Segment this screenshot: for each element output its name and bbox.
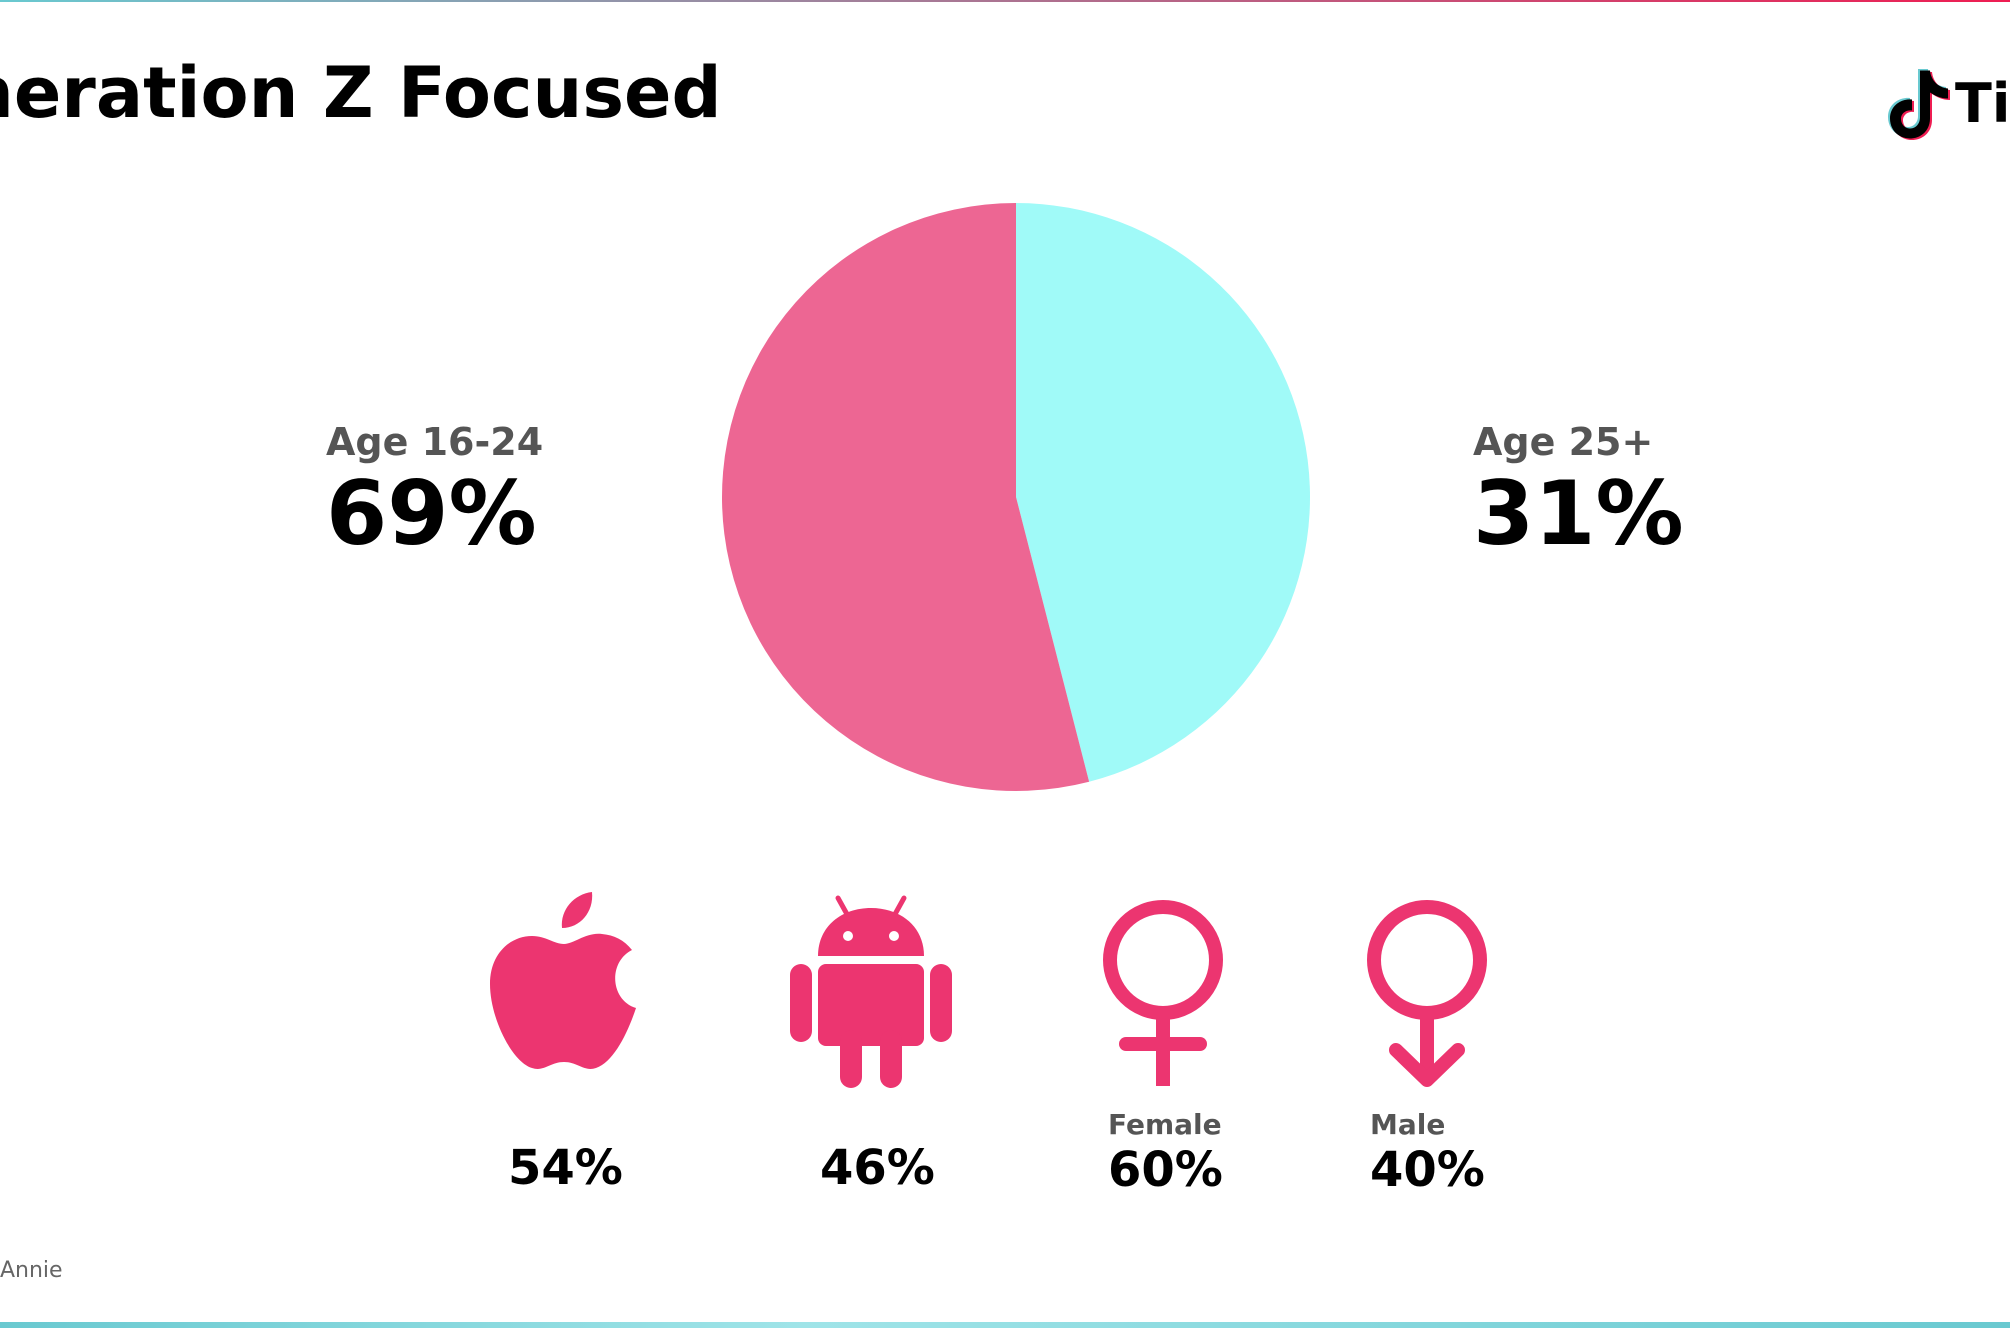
logo-wordmark: Tik — [1955, 72, 2010, 135]
age-16-24-label: Age 16-24 — [326, 420, 544, 464]
age-25-plus-label: Age 25+ — [1473, 420, 1654, 464]
male-value: 40% — [1370, 1142, 1485, 1198]
female-label: Female — [1108, 1108, 1222, 1141]
apple-icon — [488, 890, 638, 1080]
male-label: Male — [1370, 1108, 1446, 1141]
top-accent-rule — [0, 0, 2010, 2]
bottom-accent-rule — [0, 1322, 2010, 1328]
pie-slice-age-16-24 — [722, 203, 1090, 791]
age-16-24-value: 69% — [326, 462, 537, 565]
slide-title: neration Z Focused — [0, 52, 722, 134]
age-16-24-stat: Age 16-24 69% — [326, 420, 543, 564]
male-stat: Male 40% — [1370, 1108, 1485, 1198]
female-value: 60% — [1108, 1142, 1223, 1198]
male-symbol-icon — [1364, 896, 1494, 1096]
female-stat: Female 60% — [1108, 1108, 1223, 1198]
android-share-stat: 46% — [820, 1140, 935, 1196]
tiktok-note-icon — [1888, 69, 1950, 140]
source-footnote: Annie — [0, 1258, 63, 1283]
ios-share-value: 54% — [508, 1140, 623, 1196]
age-25-plus-stat: Age 25+ 31% — [1473, 420, 1684, 564]
ios-share-stat: 54% — [508, 1140, 623, 1196]
pie-slice-age-25- — [1016, 203, 1310, 782]
female-symbol-icon — [1100, 896, 1230, 1096]
age-25-plus-value: 31% — [1473, 462, 1684, 565]
tiktok-logo: Tik — [1885, 64, 2010, 142]
android-share-value: 46% — [820, 1140, 935, 1196]
android-icon — [786, 890, 956, 1094]
